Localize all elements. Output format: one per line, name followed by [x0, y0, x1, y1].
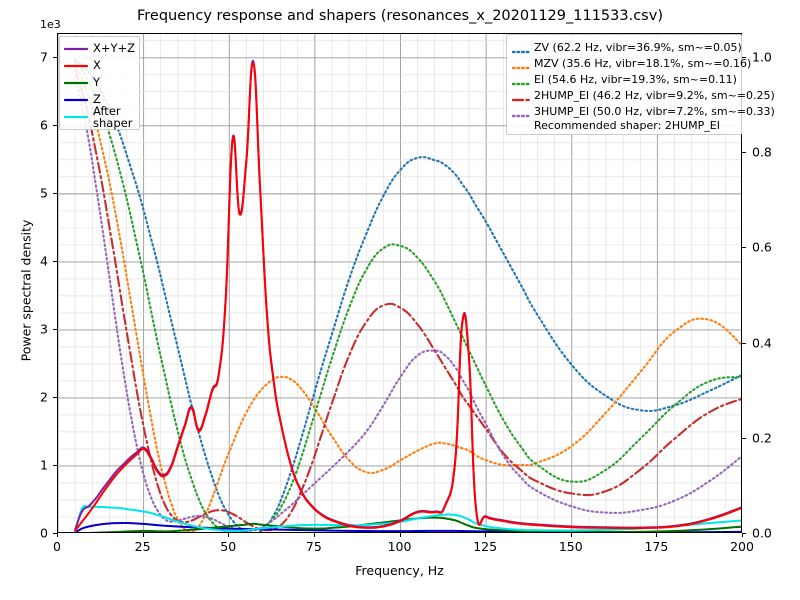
series-line-z: [74, 521, 741, 532]
y-axis-left-tick-label: 0: [40, 525, 48, 541]
series-line-x: [74, 62, 741, 532]
shaper-legend[interactable]: ZV (62.2 Hz, vibr=36.9%, sm~=0.05) MZV (3…: [506, 34, 775, 135]
legend-item-x[interactable]: X: [64, 57, 135, 74]
axis-tick-mark: [53, 464, 57, 466]
dotted-swatch-green: [511, 74, 531, 86]
dotted-swatch-orange: [511, 58, 531, 70]
y-axis-left-tick-label: 6: [40, 117, 48, 133]
y-axis-right-tick-label: 0.0: [752, 525, 772, 541]
legend-item-label: Y: [93, 75, 101, 89]
legend-item-zv[interactable]: ZV (62.2 Hz, vibr=36.9%, sm~=0.05): [511, 39, 742, 55]
y-axis-right-tick-label: 0.6: [752, 239, 772, 255]
axis-tick-mark: [485, 533, 487, 537]
x-axis-tick-label: 100: [387, 539, 412, 554]
y-axis-left-label: Power spectral density: [18, 219, 34, 362]
y-axis-left-tick-label: 7: [40, 49, 48, 65]
dotted-swatch-blue: [511, 42, 531, 54]
axis-tick-mark: [399, 533, 401, 537]
axis-tick-mark: [742, 247, 746, 249]
legend-item-label: X+Y+Z: [93, 41, 136, 55]
x-axis-tick-label: 125: [473, 539, 498, 554]
x-axis-tick-label: 25: [134, 539, 151, 554]
legend-item-x-y-z[interactable]: X+Y+Z: [64, 40, 135, 57]
axis-tick-mark: [53, 124, 57, 126]
axis-tick-mark: [656, 533, 658, 537]
y-axis-right-tick-label: 1.0: [752, 49, 772, 65]
chart-canvas: [58, 34, 741, 532]
y-axis-left-tick-label: 1: [40, 457, 48, 473]
series-line-2hump-ei: [74, 68, 741, 532]
axis-tick-mark: [742, 342, 746, 344]
legend-item-label: 3HUMP_EI (50.0 Hz, vibr=7.2%, sm~=0.33): [534, 104, 775, 118]
axis-tick-mark: [742, 437, 746, 439]
y-axis-offset-text: 1e3: [40, 18, 61, 31]
line-swatch-red: [64, 60, 88, 72]
page-title: Frequency response and shapers (resonanc…: [137, 8, 663, 24]
series-line-after-shaper: [74, 504, 741, 532]
axis-tick-mark: [53, 192, 57, 194]
axis-tick-mark: [313, 533, 315, 537]
legend-item-ei[interactable]: EI (54.6 Hz, vibr=19.3%, sm~=0.11): [511, 71, 737, 87]
axis-tick-mark: [228, 533, 230, 537]
recommended-shaper-note: Recommended shaper: 2HUMP_EI: [534, 119, 720, 132]
axis-tick-mark: [53, 328, 57, 330]
legend-item-mzv[interactable]: MZV (35.6 Hz, vibr=18.1%, sm~=0.16): [511, 55, 751, 71]
series-line-3hump-ei: [74, 75, 741, 532]
line-swatch-cyan: [64, 111, 88, 123]
legend-item-label: X: [93, 58, 101, 72]
x-axis-tick-label: 150: [558, 539, 583, 554]
y-axis-right-tick-label: 0.8: [752, 144, 772, 160]
x-axis-tick-label: 200: [730, 539, 754, 554]
y-axis-left-tick-label: 4: [40, 253, 48, 269]
axis-tick-mark: [742, 533, 746, 534]
y-axis-left-tick-label: 2: [40, 389, 48, 405]
legend-item-y[interactable]: Y: [64, 74, 135, 91]
series-line-mzv: [74, 63, 741, 532]
legend-item-label: 2HUMP_EI (46.2 Hz, vibr=9.2%, sm~=0.25): [534, 88, 775, 102]
legend-item-label: After shaper: [93, 103, 133, 130]
legend-item-label: Z: [93, 92, 101, 106]
axis-tick-mark: [142, 533, 144, 537]
x-axis-tick-label: 175: [644, 539, 669, 554]
data-series-layer: [74, 59, 741, 532]
line-swatch-blue: [64, 94, 88, 106]
dotted-swatch-purple: [511, 106, 531, 118]
legend-item-label: ZV (62.2 Hz, vibr=36.9%, sm~=0.05): [534, 40, 742, 54]
series-legend[interactable]: X+Y+Z X Y Z After shaper: [59, 36, 140, 130]
y-axis-right-tick-label: 0.2: [752, 430, 772, 446]
series-line-y: [90, 516, 741, 532]
axis-tick-mark: [742, 56, 746, 58]
y-axis-right-tick-label: 0.4: [752, 335, 772, 351]
y-axis-left-tick-label: 5: [40, 185, 48, 201]
y-axis-left-tick-label: 3: [40, 321, 48, 337]
legend-item-3hump-ei[interactable]: 3HUMP_EI (50.0 Hz, vibr=7.2%, sm~=0.33): [511, 103, 775, 119]
x-axis-tick-label: 50: [220, 539, 237, 554]
x-axis-tick-label: 75: [305, 539, 322, 554]
dashdot-swatch-darkred: [511, 90, 531, 102]
legend-item-label: EI (54.6 Hz, vibr=19.3%, sm~=0.11): [534, 72, 737, 86]
x-axis-label: Frequency, Hz: [355, 563, 444, 578]
line-swatch-purple: [64, 43, 88, 55]
legend-item-after-shaper[interactable]: After shaper: [64, 105, 135, 129]
legend-item-2hump-ei[interactable]: 2HUMP_EI (46.2 Hz, vibr=9.2%, sm~=0.25): [511, 87, 775, 103]
axis-tick-mark: [53, 533, 57, 534]
axis-tick-mark: [53, 56, 57, 58]
legend-item-label: MZV (35.6 Hz, vibr=18.1%, sm~=0.16): [534, 56, 752, 70]
axis-tick-mark: [742, 533, 743, 537]
line-swatch-green: [64, 77, 88, 89]
axis-tick-mark: [742, 152, 746, 154]
axis-tick-mark: [53, 260, 57, 262]
axis-tick-mark: [53, 396, 57, 398]
axis-tick-mark: [57, 533, 58, 537]
axis-tick-mark: [570, 533, 572, 537]
legend-item-z[interactable]: Z: [64, 91, 135, 108]
x-axis-tick-label: 0: [53, 539, 61, 554]
